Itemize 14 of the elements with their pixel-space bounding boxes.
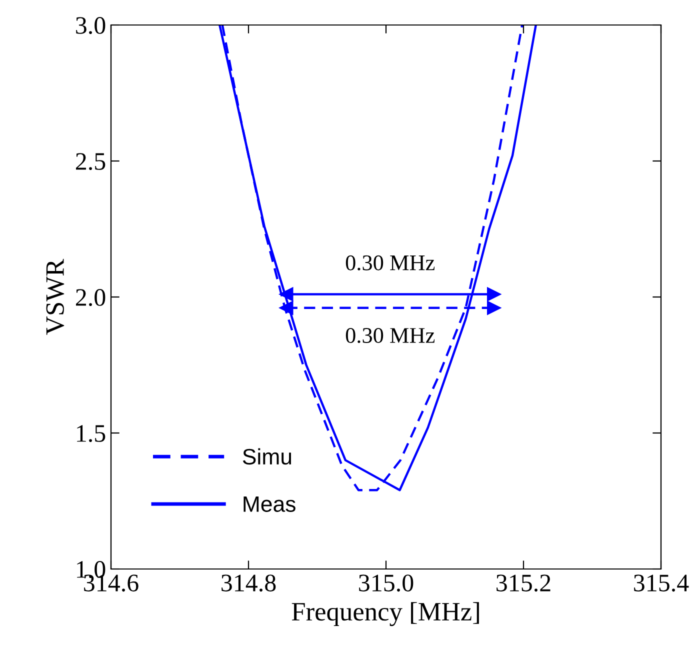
annotation: 0.30 MHz bbox=[346, 328, 435, 344]
x-tick-label: 315.2 bbox=[496, 574, 550, 592]
x-tick-label: 315.0 bbox=[359, 574, 414, 592]
x-axis-title: Frequency [MHz] bbox=[292, 602, 479, 626]
y-tick-label: 2.5 bbox=[76, 153, 106, 170]
y-axis-title: VSWR bbox=[46, 258, 64, 335]
y-tick-label: 3.0 bbox=[76, 17, 106, 34]
y-tick-label: 1.5 bbox=[77, 425, 106, 442]
y-tick-label: 2.0 bbox=[76, 289, 106, 306]
x-tick-label: 314.8 bbox=[222, 574, 276, 592]
legend-label: Meas bbox=[244, 496, 296, 512]
x-tick-label: 315.4 bbox=[634, 574, 689, 592]
annotation: 0.30 MHz bbox=[346, 255, 435, 270]
legend-label: Simu bbox=[242, 448, 292, 465]
